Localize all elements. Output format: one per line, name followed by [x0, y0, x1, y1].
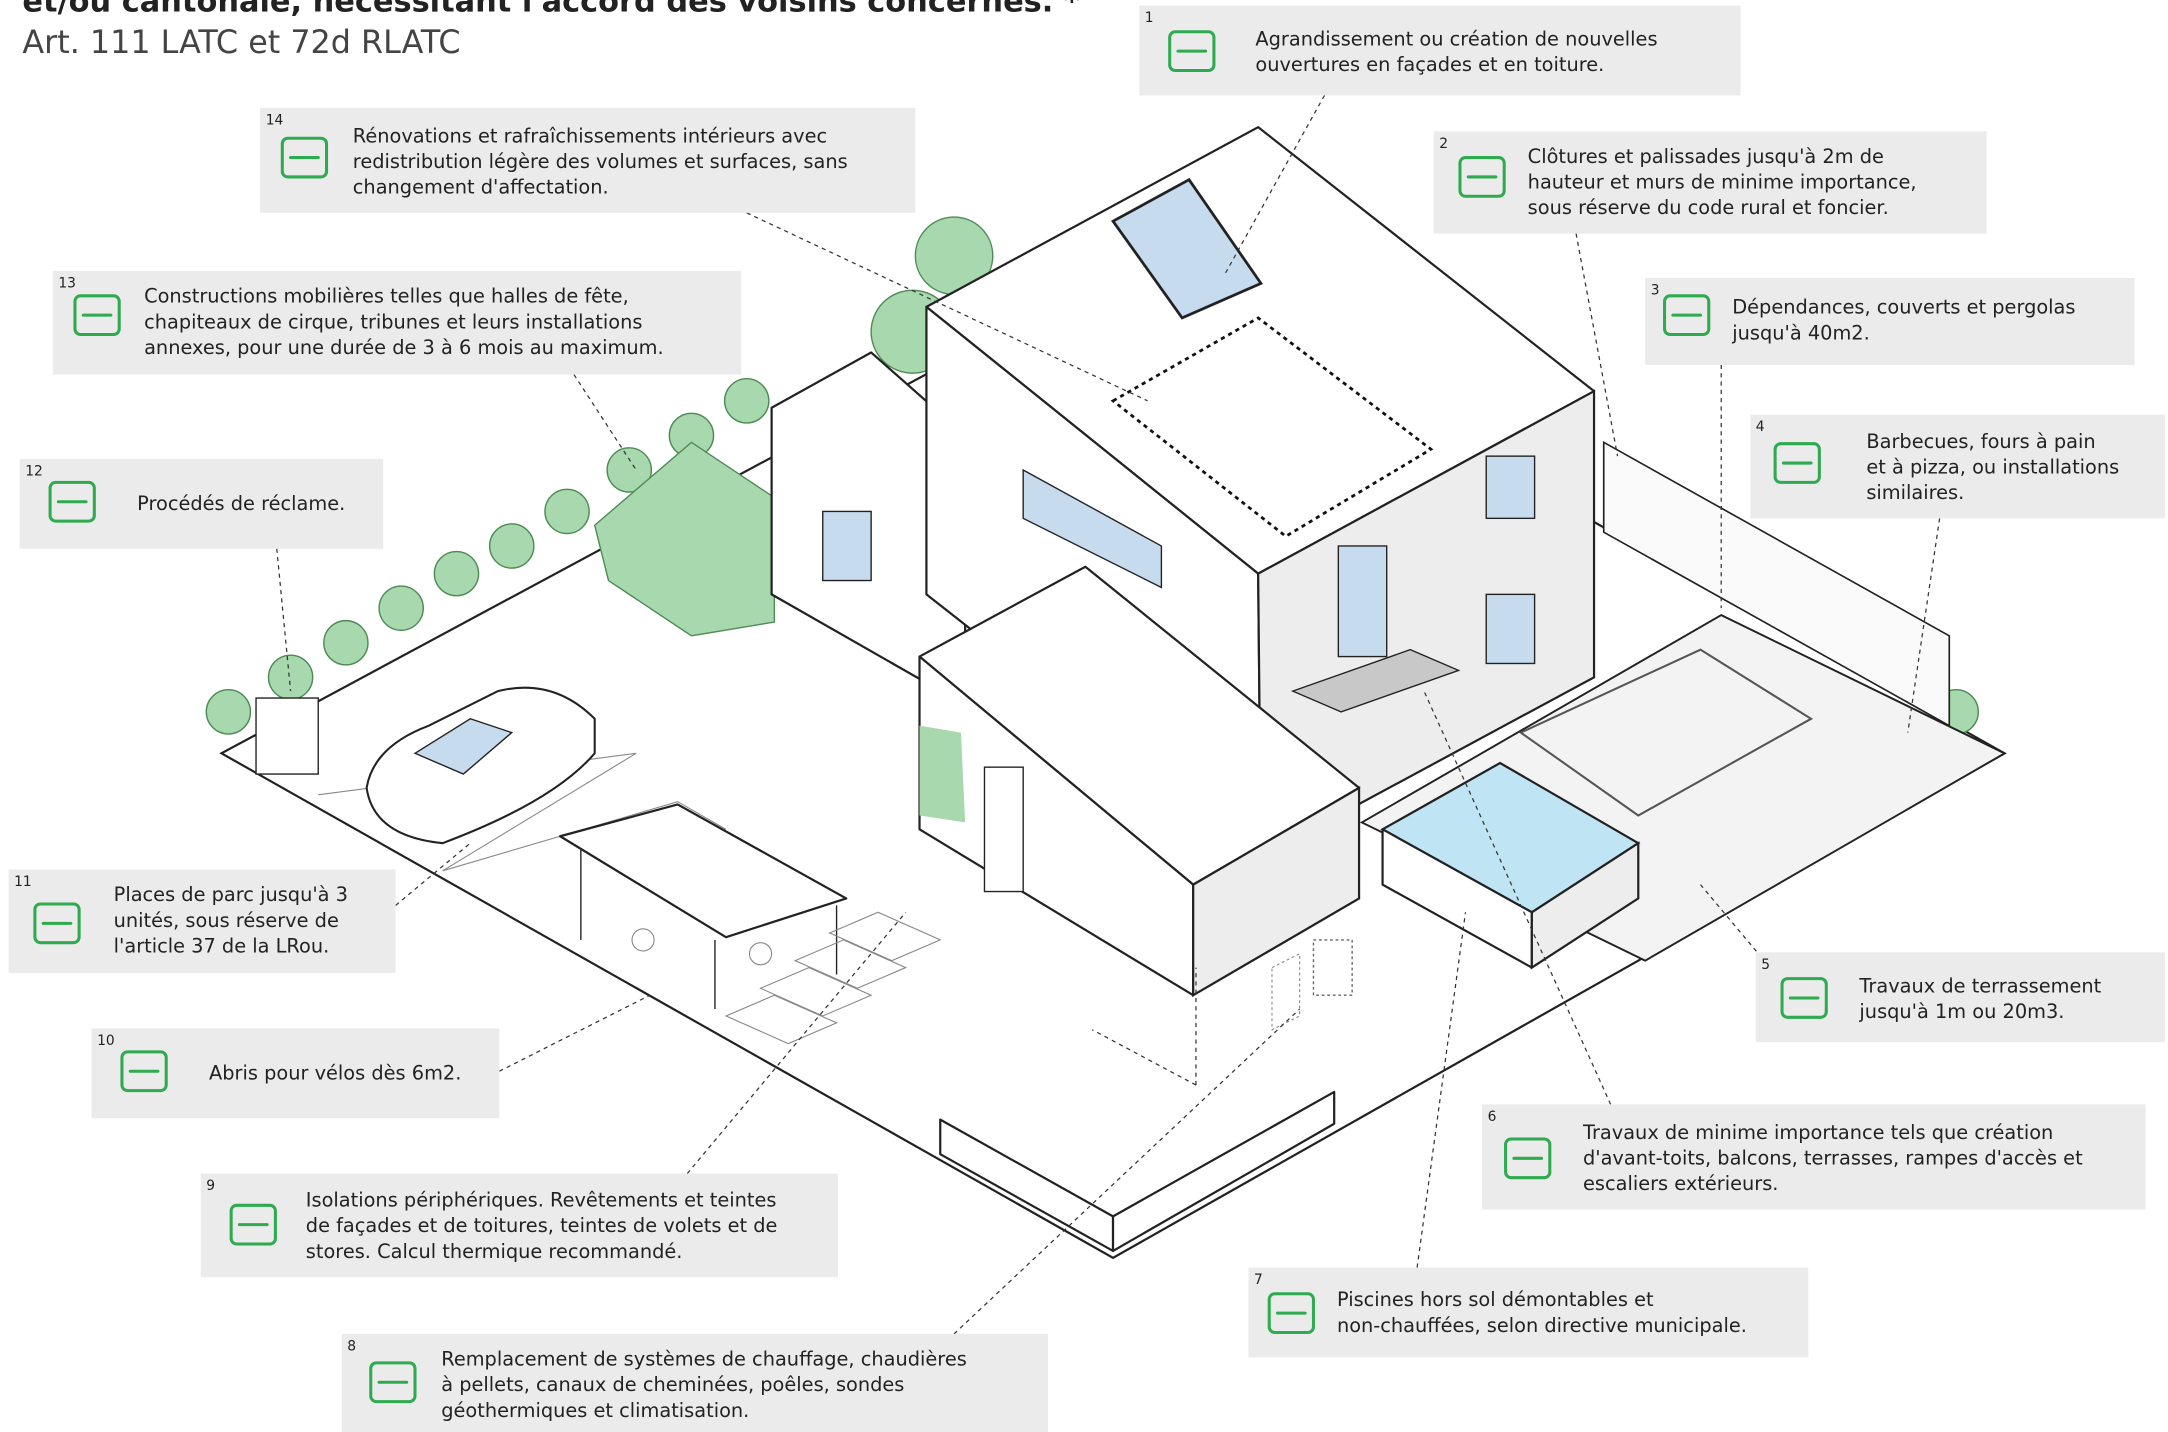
callout-number: 4 — [1756, 419, 1765, 435]
callout: 11 Places de parc jusqu'à 3 unités, sous r… — [9, 869, 396, 973]
callout-number: 14 — [266, 112, 284, 128]
callout-text: sous réserve du code rural et foncier. — [1528, 196, 1889, 219]
door — [984, 767, 1023, 891]
window — [1486, 456, 1534, 518]
callout-text: Procédés de réclame. — [137, 492, 345, 515]
callout-number: 6 — [1488, 1109, 1497, 1125]
callout-text: Barbecues, fours à pain — [1866, 430, 2095, 453]
window — [1486, 594, 1534, 663]
callout: 12 Procédés de réclame. — [20, 459, 384, 549]
callout-text: Rénovations et rafraîchissements intérie… — [353, 124, 827, 147]
callout-text: stores. Calcul thermique recommandé. — [306, 1240, 683, 1263]
callout: 5 Travaux de terrassement jusqu'à 1m ou 20… — [1756, 952, 2165, 1042]
heat-pump — [1313, 940, 1352, 995]
callout-text: Places de parc jusqu'à 3 — [114, 883, 348, 906]
callout: 3 Dépendances, couverts et pergolasjusqu'… — [1645, 278, 2134, 365]
window — [823, 511, 871, 580]
callout: 7 Piscines hors sol démontables et non-cha… — [1248, 1268, 1808, 1358]
callout-text: Abris pour vélos dès 6m2. — [209, 1062, 461, 1085]
callout-number: 3 — [1651, 282, 1660, 298]
window — [1338, 546, 1386, 657]
callout: 13 Constructions mobilières telles que ha… — [53, 271, 741, 375]
page: {"header":{"title":"et/ou cantonale, néc… — [0, 0, 2168, 1432]
callout-text: Travaux de terrassement — [1858, 974, 2101, 997]
callout-number: 7 — [1254, 1272, 1263, 1288]
callout-text: jusqu'à 1m ou 20m3. — [1858, 1000, 2064, 1023]
callout-text: escaliers extérieurs. — [1583, 1172, 1778, 1195]
callout-text: redistribution légère des volumes et sur… — [353, 150, 848, 173]
callout: 1 Agrandissement ou création de nouvelles… — [1139, 6, 1740, 96]
callout-text: Dépendances, couverts et pergolas — [1732, 296, 2075, 319]
callout-text: et à pizza, ou installations — [1866, 455, 2119, 478]
callout-text: Piscines hors sol démontables et — [1337, 1288, 1654, 1311]
callout-number: 11 — [14, 874, 32, 890]
callout-number: 2 — [1439, 136, 1448, 152]
callout: 9 Isolations périphériques. Revêtements e… — [201, 1174, 838, 1278]
callout-text: Constructions mobilières telles que hall… — [144, 285, 629, 308]
paint — [920, 726, 966, 823]
callout-text: similaires. — [1866, 481, 1964, 504]
callout: 14 Rénovations et rafraîchissements intér… — [260, 108, 915, 213]
callout-number: 10 — [97, 1033, 115, 1049]
callout-number: 5 — [1761, 957, 1770, 973]
callout-number: 1 — [1145, 10, 1154, 26]
callout-number: 9 — [206, 1178, 215, 1194]
callout-text: non-chauffées, selon directive municipal… — [1337, 1314, 1747, 1337]
callout-text: géothermiques et climatisation. — [441, 1399, 749, 1422]
title: et/ou cantonale, nécessitant l'accord de… — [22, 0, 1079, 19]
callout-text: l'article 37 de la LRou. — [114, 934, 330, 957]
callout-text: chapiteaux de cirque, tribunes et leurs … — [144, 310, 642, 333]
callout-text: unités, sous réserve de — [114, 909, 339, 932]
callout-number: 8 — [347, 1338, 356, 1354]
callout-box — [1248, 1268, 1808, 1358]
callout-number: 13 — [58, 275, 76, 291]
infographic: et/ou cantonale, nécessitant l'accord de… — [0, 0, 2168, 1432]
callout: 6 Travaux de minime importance tels que c… — [1482, 1104, 2145, 1209]
callout-text: annexes, pour une durée de 3 à 6 mois au… — [144, 336, 664, 359]
callout: 4 Barbecues, fours à painet à pizza, ou i… — [1750, 415, 2165, 519]
callout-box — [1645, 278, 2134, 365]
callout-text: jusqu'à 40m2. — [1731, 321, 1869, 344]
callout-text: Clôtures et palissades jusqu'à 2m de — [1528, 145, 1884, 168]
callout: 10 Abris pour vélos dès 6m2. — [92, 1028, 500, 1118]
callout-text: changement d'affectation. — [353, 175, 609, 198]
callout-text: Isolations périphériques. Revêtements et… — [306, 1189, 777, 1212]
subtitle: Art. 111 LATC et 72d RLATC — [22, 24, 460, 61]
callout: 8 Remplacement de systèmes de chauffage, … — [342, 1334, 1048, 1432]
sign — [256, 698, 318, 774]
callout-number: 12 — [25, 463, 43, 479]
callout-text: Travaux de minime importance tels que cr… — [1582, 1121, 2053, 1144]
callout: 2 Clôtures et palissades jusqu'à 2m de hau… — [1434, 131, 1987, 233]
callout-text: Agrandissement ou création de nouvelles — [1255, 28, 1657, 51]
callout-text: d'avant-toits, balcons, terrasses, rampe… — [1583, 1147, 2083, 1170]
callout-text: ouvertures en façades et en toiture. — [1255, 53, 1604, 76]
callout-text: Remplacement de systèmes de chauffage, c… — [441, 1348, 967, 1371]
callout-text: à pellets, canaux de cheminées, poêles, … — [441, 1373, 904, 1396]
callout-text: hauteur et murs de minime importance, — [1528, 171, 1917, 194]
callout-text: de façades et de toitures, teintes de vo… — [306, 1214, 778, 1237]
